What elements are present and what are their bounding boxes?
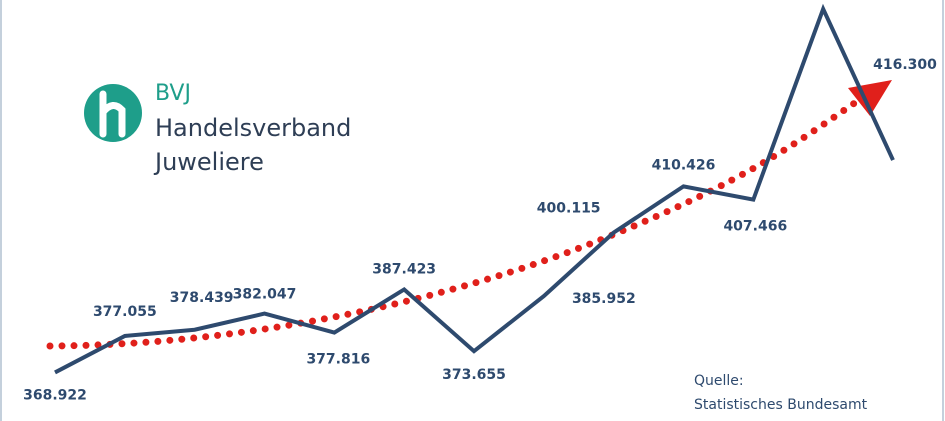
data-label: 410.426 xyxy=(652,157,716,173)
data-label: 416.300 xyxy=(873,57,937,73)
logo-line1: Handelsverband xyxy=(155,114,351,142)
logo-line2: Juweliere xyxy=(153,148,264,176)
data-label: 368.922 xyxy=(23,387,87,403)
series-line xyxy=(54,3,895,375)
data-label: 385.952 xyxy=(572,291,636,307)
data-label: 382.047 xyxy=(233,287,297,303)
data-label: 387.423 xyxy=(372,261,436,277)
logo: BVJ Handelsverband Juweliere xyxy=(84,81,351,176)
trend-line xyxy=(46,94,866,350)
source-name: Statistisches Bundesamt xyxy=(694,397,868,413)
source-label: Quelle: xyxy=(694,373,744,389)
data-label: 377.816 xyxy=(306,352,370,368)
logo-h xyxy=(99,90,126,138)
data-label: 377.055 xyxy=(93,304,157,320)
logo-circle xyxy=(84,84,142,142)
data-label: 378.439 xyxy=(170,290,234,306)
data-label: 373.655 xyxy=(442,367,506,383)
logo-short: BVJ xyxy=(155,81,191,106)
data-label: 400.115 xyxy=(537,201,601,217)
data-label: 407.466 xyxy=(723,219,787,235)
